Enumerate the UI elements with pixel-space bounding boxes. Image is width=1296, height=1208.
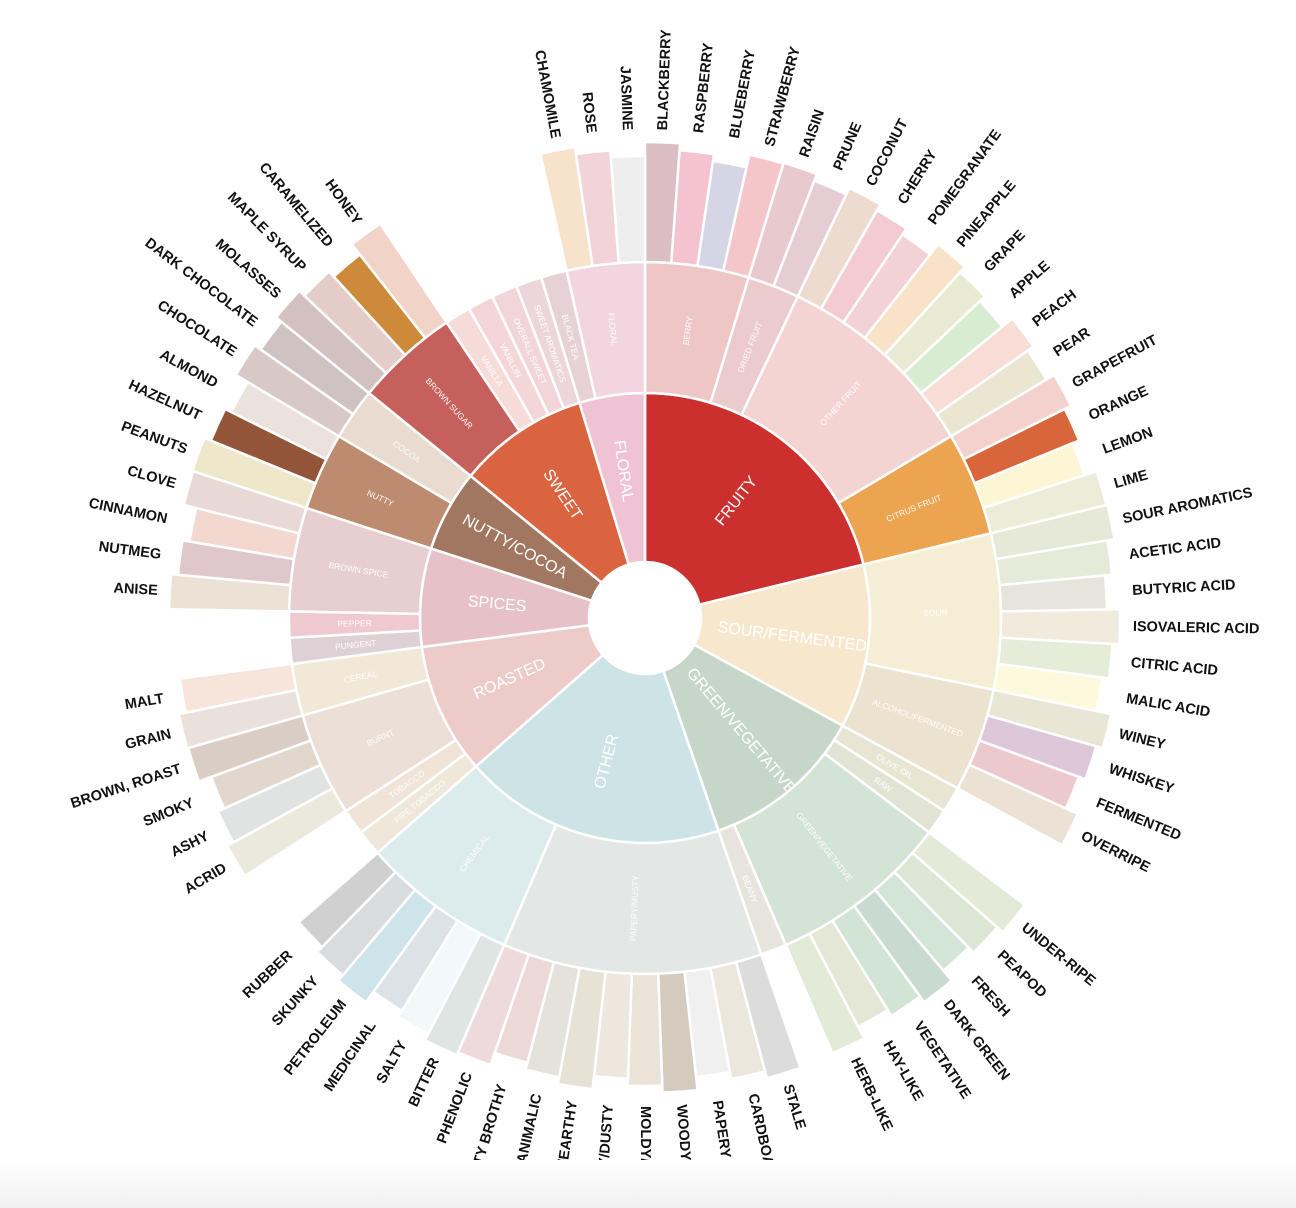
label-stale: STALE	[780, 1082, 809, 1131]
label-winey: WINEY	[1117, 726, 1167, 753]
label-chamomile: CHAMOMILE	[531, 49, 563, 140]
label-orange: ORANGE	[1086, 383, 1151, 424]
label-almond: ALMOND	[157, 347, 221, 392]
label-rose: ROSE	[579, 91, 599, 134]
label-herb-like: HERB-LIKE	[847, 1055, 895, 1133]
descriptor-honey	[350, 221, 449, 340]
label-blueberry: BLUEBERRY	[727, 48, 759, 139]
label-anise: ANISE	[113, 581, 158, 599]
label-whiskey: WHISKEY	[1107, 761, 1177, 797]
label-prune: PRUNE	[831, 120, 866, 173]
outer-descriptor-ring	[167, 140, 1122, 1094]
label-papery-musty: PAPERY/MUSTY	[628, 875, 640, 941]
label-dark-chocolate: DARK CHOCOLATE	[142, 235, 261, 330]
label-clove: CLOVE	[125, 463, 178, 492]
label-lemon: LEMON	[1100, 425, 1155, 458]
label-peapod: PEAPOD	[994, 948, 1049, 1002]
label-skunky: SKUNKY	[269, 973, 322, 1029]
label-peach: PEACH	[1030, 287, 1080, 330]
label-malic-acid: MALIC ACID	[1125, 691, 1211, 721]
label-hazelnut: HAZELNUT	[126, 377, 204, 424]
label-sour-aromatics: SOUR AROMATICS	[1121, 485, 1254, 527]
label-blackberry: BLACKBERRY	[655, 29, 675, 131]
descriptor-moldy-damp	[626, 972, 664, 1088]
label-isovaleric-acid: ISOVALERIC ACID	[1133, 619, 1260, 637]
label-grape: GRAPE	[981, 227, 1029, 275]
label-lime: LIME	[1112, 467, 1150, 492]
label-cherry: CHERRY	[895, 147, 941, 207]
label-honey: HONEY	[321, 177, 364, 228]
label-strawberry: STRAWBERRY	[762, 45, 804, 149]
center-hole	[589, 562, 701, 674]
label-berry: BERRY	[681, 315, 695, 346]
label-sour: SOUR	[923, 607, 948, 617]
label-coconut: COCONUT	[863, 116, 911, 189]
label-raisin: RAISIN	[797, 108, 828, 160]
label-fermented: FERMENTED	[1094, 795, 1184, 844]
label-animalic: ANIMALIC	[514, 1092, 545, 1165]
label-hay-like: HAY-LIKE	[879, 1038, 926, 1104]
label-spices: SPICES	[467, 593, 527, 615]
label-apple: APPLE	[1006, 258, 1053, 302]
label-smoky: SMOKY	[141, 795, 197, 830]
label-phenolic: PHENOLIC	[434, 1070, 476, 1146]
label-peanuts: PEANUTS	[119, 419, 190, 458]
label-malt: MALT	[124, 691, 165, 713]
label-citric-acid: CITRIC ACID	[1130, 655, 1218, 679]
label-fresh: FRESH	[968, 973, 1013, 1020]
label-cinnamon: CINNAMON	[87, 496, 168, 528]
label-woody: WOODY	[673, 1104, 693, 1162]
label-butyric-acid: BUTYRIC ACID	[1132, 577, 1236, 599]
label-acetic-acid: ACETIC ACID	[1128, 535, 1222, 563]
label-acrid: ACRID	[182, 860, 230, 897]
label-ashy: ASHY	[169, 828, 212, 860]
descriptor-overripe	[955, 763, 1080, 847]
label-overripe: OVERRIPE	[1078, 828, 1153, 876]
label-salty: SALTY	[374, 1038, 411, 1087]
label-raspberry: RASPBERRY	[691, 42, 717, 134]
descriptor-rubber	[296, 851, 398, 949]
descriptor-jasmine	[609, 154, 647, 265]
label-floral: FLORAL	[606, 312, 620, 346]
descriptor-malt	[178, 662, 298, 715]
descriptor-herb-like	[784, 932, 866, 1056]
label-jasmine: JASMINE	[617, 66, 635, 131]
label-grain: GRAIN	[124, 726, 173, 753]
label-pepper: PEPPER	[337, 618, 372, 629]
label-rubber: RUBBER	[240, 947, 296, 1002]
label-pear: PEAR	[1051, 325, 1094, 361]
label-pungent: PUNGENT	[335, 638, 377, 652]
label-papery: PAPERY	[709, 1099, 733, 1159]
label-bitter: BITTER	[406, 1055, 443, 1110]
page-footer-band	[0, 1160, 1296, 1208]
label-nutmeg: NUTMEG	[98, 539, 162, 563]
